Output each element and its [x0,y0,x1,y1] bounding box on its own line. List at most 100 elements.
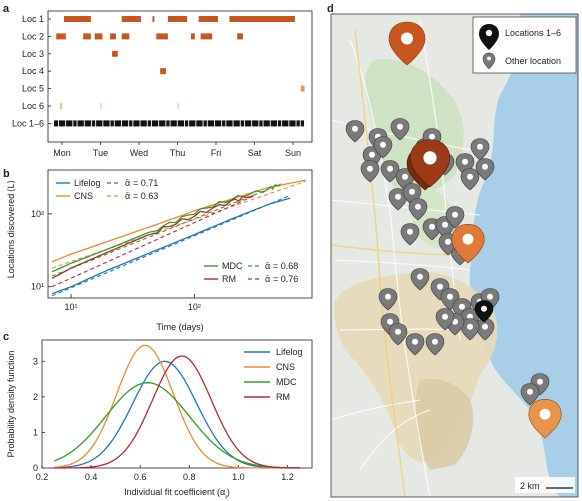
density-xlabel: Individual fit coefficient (αi) [124,487,230,501]
timeline-row-label: Loc 5 [22,84,44,94]
timeline-combined-gap [95,120,97,127]
discovery-series-line [51,194,254,279]
location-pin-icon-hole [481,305,487,312]
other-location-pin-icon [475,158,495,181]
location-pin-icon [388,21,426,66]
other-location-pin-icon [378,288,398,311]
timeline-combined-gap [76,120,78,127]
timeline-combined-gap [139,120,141,127]
other-location-pin-icon [360,160,380,183]
other-location-pin-icon-hole [432,338,438,345]
other-location-pin-icon-hole [442,313,448,320]
timeline-interval [198,16,218,22]
location-pin-icon-hole [423,151,437,165]
density-ytick-label: 1 [33,427,38,437]
timeline-row-label: Loc 4 [22,66,44,76]
timeline-combined-gap [251,120,253,127]
timeline-combined-gap [58,120,59,127]
discovery-legend-label: MDC [222,261,243,271]
discovery-xtick-label: 10² [188,302,201,312]
map-frame [330,13,579,498]
timeline-day-label: Mon [53,148,71,158]
other-location-pin-icon-hole [477,143,483,150]
other-location-pin-icon-hole [415,203,421,210]
other-location-pin-icon-hole [429,133,435,140]
other-location-pin-icon-hole [442,221,448,228]
location-pin-icon-hole [401,32,413,45]
timeline-combined-gap [109,120,111,127]
other-location-pin-icon [460,168,480,191]
discovery-ytick-label: 10² [31,209,44,219]
other-location-pin-icon-hole [380,141,386,148]
timeline-combined-gap [225,120,227,127]
timeline-combined-gap [269,120,271,127]
panel-b-letter: b [3,168,10,180]
discovery-fit-line [51,195,254,288]
timeline-interval [112,50,118,57]
location-pin-icon-hole [462,233,474,245]
other-location-pin-icon [373,136,393,159]
density-xtick-label: 1.0 [232,472,245,482]
density-series-line [54,382,300,469]
timeline-interval [237,33,243,40]
timeline-interval [63,16,91,22]
timeline-combined-gap [72,120,74,127]
timeline-combined-gap [262,120,264,127]
other-location-pin-icon-hole [417,273,423,280]
discovery-fit-line [51,183,281,277]
timeline-combined-gap [91,120,92,127]
map-legend-other-label: Other location [505,56,561,66]
density-xtick-label: 0.4 [85,472,98,482]
timeline-interval [200,33,213,40]
panel-a-letter: a [3,3,10,15]
discovery-legend-alpha-symbol: ᾱ [125,191,130,201]
map-legend-main-label: Locations 1–6 [505,28,561,38]
other-location-pin-icon [410,268,430,291]
timeline-interval [94,33,103,40]
timeline-row-label: Loc 1 [22,14,44,24]
timeline-combined-gap [295,120,297,127]
discovery-ytick-label: 10¹ [31,282,44,292]
other-location-pin-icon-hole [369,151,375,158]
main-location-pin-icon [479,24,499,50]
timeline-combined-gap [146,120,148,127]
timeline-interval [229,16,295,22]
timeline-day-label: Wed [130,148,148,158]
location-pin-icon-hole [539,408,551,420]
other-location-pin-icon-hole [367,165,373,172]
location-pin-icon [528,398,562,439]
other-location-pin-icon [520,383,540,406]
density-ytick-label: 0 [33,463,38,473]
discovery-legend-alpha: = 0.71 [133,178,158,188]
timeline-combined-gap [221,120,223,127]
discovery-legend-label: Lifelog [74,178,101,188]
timeline-row-label: Loc 1–6 [12,118,44,128]
timeline-combined-gap [128,120,130,127]
other-location-pin-icon [390,118,410,141]
scale-box [515,477,575,493]
timeline-combined-gap [165,120,167,127]
timeline-combined-gap [232,120,234,127]
timeline-combined-gap [65,120,67,127]
discovery-legend-alpha-symbol: ᾱ [125,178,130,188]
other-location-pin-icon-hole [395,328,401,335]
timeline-combined-gap [277,120,278,127]
other-location-pin-icon-hole [462,158,468,165]
discovery-series-line [51,179,306,263]
discovery-series-line [51,183,282,273]
timeline-combined-gap [281,120,283,127]
density-xtick-label: 0.8 [183,472,196,482]
scale-label: 2 km [520,481,540,491]
timeline-combined-gap [102,120,104,127]
location-pin-icon [474,300,494,323]
other-location-pin-icon-hole [407,228,413,235]
timeline-row-label: Loc 2 [22,31,44,41]
other-location-pin-icon [345,120,365,143]
timeline-interval [121,33,130,40]
other-location-pin-icon [400,223,420,246]
other-location-pin-icon [405,333,425,356]
timeline-interval [167,16,188,22]
discovery-frame [47,169,313,299]
density-legend-label: Lifelog [276,347,303,357]
